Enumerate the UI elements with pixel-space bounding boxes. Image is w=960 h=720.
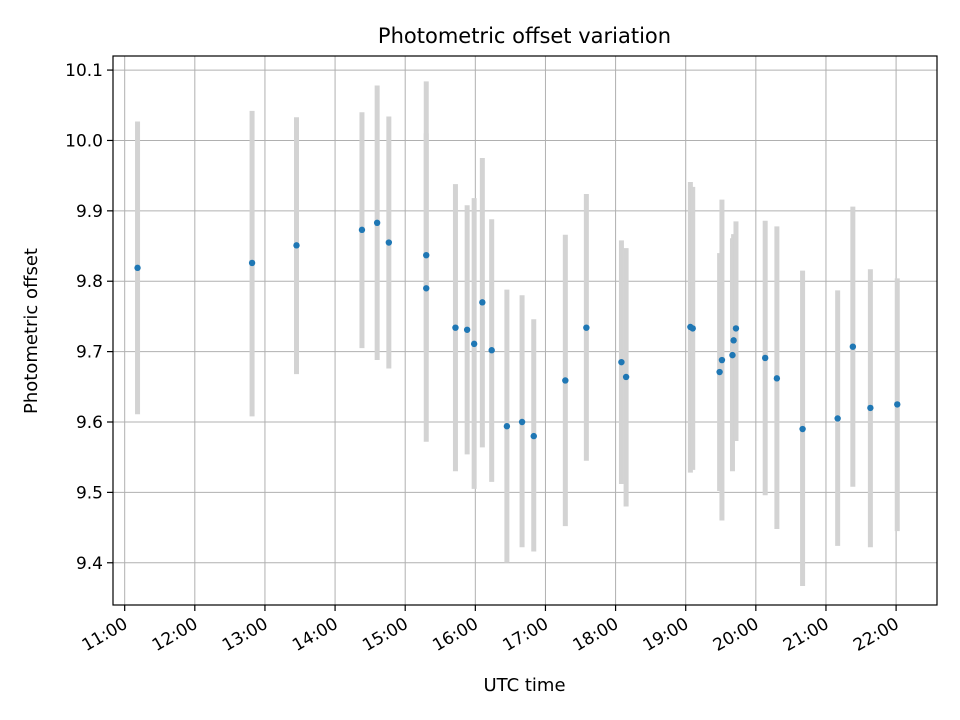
data-point	[488, 347, 495, 354]
x-axis-label: UTC time	[483, 675, 565, 696]
data-point	[470, 340, 478, 348]
y-tick-label: 9.7	[76, 343, 103, 363]
data-point	[689, 325, 696, 332]
data-point	[867, 404, 874, 412]
data-point	[894, 401, 901, 408]
data-point	[503, 423, 511, 430]
x-tick-label: 12:00	[149, 614, 201, 656]
data-point	[358, 226, 366, 234]
x-tick-label: 21:00	[780, 614, 832, 656]
data-point	[761, 354, 769, 362]
y-axis-label: Photometric offset	[21, 248, 42, 414]
y-tick-label: 9.8	[76, 272, 103, 292]
y-axis-ticks: 9.4 9.5 9.6 9.7 9.8 9.9 10.0 10.1	[65, 61, 113, 574]
data-point	[732, 325, 740, 332]
data-point	[248, 259, 256, 267]
data-point	[452, 324, 459, 331]
data-point	[373, 219, 381, 227]
x-tick-label: 15:00	[359, 614, 411, 656]
data-point	[834, 415, 841, 422]
x-tick-label: 19:00	[640, 614, 692, 656]
data-point	[463, 326, 471, 333]
x-tick-label: 18:00	[570, 614, 622, 656]
data-point	[622, 373, 630, 381]
data-point	[618, 358, 625, 366]
data-point	[849, 343, 857, 350]
x-tick-label: 22:00	[850, 614, 902, 656]
y-tick-label: 10.1	[65, 61, 103, 81]
y-tick-label: 9.4	[76, 554, 103, 574]
data-point	[518, 418, 526, 426]
x-tick-label: 16:00	[429, 614, 481, 656]
data-point	[799, 425, 806, 433]
x-tick-label: 11:00	[79, 614, 131, 656]
data-point	[583, 324, 590, 331]
data-point	[385, 239, 393, 246]
grid-layer	[113, 56, 937, 605]
errorbar-layer	[135, 81, 900, 586]
x-axis-ticks: 11:00 12:00 13:00 14:00 15:00 16:00 17:00 18:00…	[79, 605, 903, 656]
y-tick-label: 9.9	[76, 202, 103, 222]
y-tick-label: 9.5	[76, 483, 103, 503]
data-point	[716, 368, 723, 376]
x-tick-label: 17:00	[500, 614, 552, 656]
y-tick-label: 10.0	[65, 131, 103, 151]
data-point	[423, 285, 430, 292]
y-tick-label: 9.6	[76, 413, 103, 433]
data-point	[718, 356, 726, 364]
x-tick-label: 20:00	[710, 614, 762, 656]
data-point	[293, 242, 300, 249]
data-point	[773, 375, 781, 382]
point-layer	[134, 219, 901, 440]
data-point	[423, 251, 430, 259]
plot-frame	[112, 55, 938, 606]
data-point	[729, 351, 736, 359]
x-tick-label: 14:00	[289, 614, 341, 656]
data-point	[134, 264, 141, 272]
data-point	[530, 432, 537, 440]
data-point	[730, 337, 737, 344]
x-tick-label: 13:00	[219, 614, 271, 656]
chart-title: Photometric offset variation	[378, 24, 671, 48]
data-point	[562, 377, 569, 384]
data-point	[479, 299, 486, 306]
